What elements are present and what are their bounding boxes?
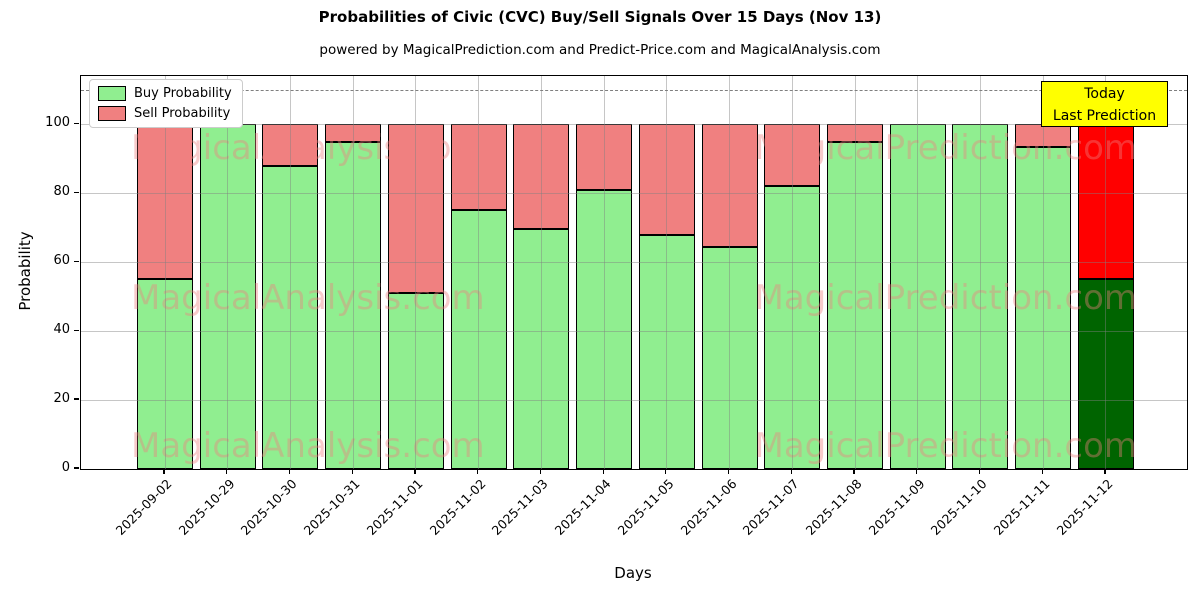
bar-segment-buy <box>387 293 444 469</box>
bar-segment-sell <box>638 124 695 235</box>
bar-segment-buy <box>450 210 507 469</box>
x-gridline <box>729 76 731 469</box>
y-tick-mark <box>74 191 79 193</box>
bar-segment-buy <box>827 141 884 469</box>
bar-segment-sell <box>576 124 633 190</box>
x-tick-mark <box>288 469 291 474</box>
today-annotation: Today Last Prediction <box>1041 81 1168 127</box>
legend: Buy Probability Sell Probability <box>89 79 243 128</box>
x-tick-mark <box>978 469 981 474</box>
y-gridline <box>81 261 1187 263</box>
x-tick-mark <box>477 469 479 474</box>
y-tick-label: 60 <box>53 253 70 269</box>
y-gridline <box>81 330 1187 332</box>
y-tick-label: 80 <box>53 184 70 200</box>
legend-label-buy: Buy Probability <box>134 86 232 101</box>
bar-segment-sell <box>387 124 444 294</box>
y-gridline <box>81 192 1187 194</box>
x-tick-mark <box>916 469 918 474</box>
bar-segment-buy <box>576 189 633 469</box>
x-gridline <box>352 76 354 469</box>
legend-label-sell: Sell Probability <box>134 106 231 121</box>
bar-segment-sell <box>701 124 758 247</box>
x-tick-mark <box>602 469 604 474</box>
x-gridline <box>791 76 793 469</box>
y-tick-label: 0 <box>61 460 70 475</box>
x-tick-mark <box>351 469 353 474</box>
chart-subtitle: powered by MagicalPrediction.com and Pre… <box>319 42 881 58</box>
bar-segment-buy <box>1015 146 1072 469</box>
x-tick-mark <box>539 469 541 474</box>
today-annotation-line2: Last Prediction <box>1052 107 1157 124</box>
bar-segment-sell <box>137 124 193 280</box>
bar-segment-buy <box>701 246 758 469</box>
legend-entry-sell: Sell Probability <box>98 106 232 121</box>
bar-segment-buy <box>325 141 382 469</box>
x-axis-label: Days <box>614 564 652 582</box>
y-tick-mark <box>74 398 79 400</box>
x-gridline <box>540 76 542 469</box>
dashed-threshold-line <box>81 89 1187 91</box>
x-gridline <box>666 76 668 469</box>
y-tick-mark <box>74 122 79 124</box>
bar-segment-sell <box>450 124 507 211</box>
x-tick-mark <box>1041 469 1043 474</box>
x-gridline <box>164 76 166 469</box>
x-tick-mark <box>1104 469 1106 474</box>
x-gridline <box>854 76 856 469</box>
x-tick-mark <box>226 469 228 474</box>
bar-segment-buy <box>1077 279 1134 469</box>
y-gridline <box>81 123 1187 125</box>
x-tick-mark <box>727 469 730 474</box>
legend-entry-buy: Buy Probability <box>98 86 232 101</box>
y-tick-label: 20 <box>53 391 70 407</box>
bar-segment-sell <box>262 124 319 166</box>
x-gridline <box>478 76 480 469</box>
bar-segment-sell <box>325 124 382 142</box>
y-tick-mark <box>74 329 79 331</box>
bar-segment-buy <box>638 234 695 469</box>
y-axis-label: Probability <box>16 231 34 311</box>
bar-segment-buy <box>764 186 821 469</box>
sell-swatch-icon <box>98 106 126 121</box>
x-tick-mark <box>665 469 667 474</box>
x-gridline <box>1042 76 1044 469</box>
x-gridline <box>979 76 981 469</box>
x-gridline <box>289 76 291 469</box>
x-gridline <box>227 76 229 469</box>
bar-segment-sell <box>827 124 884 142</box>
today-annotation-line1: Today <box>1084 86 1125 102</box>
x-tick-mark <box>790 469 792 474</box>
bar-segment-sell <box>1077 124 1134 280</box>
plot-area: Buy Probability Sell Probability Today L… <box>80 75 1188 470</box>
x-tick-mark <box>853 469 855 474</box>
bar-segment-buy <box>137 279 193 469</box>
x-tick-mark <box>163 469 165 474</box>
bar-segment-sell <box>764 124 821 187</box>
x-gridline <box>415 76 417 469</box>
y-gridline <box>81 399 1187 401</box>
x-gridline <box>603 76 605 469</box>
x-gridline <box>1105 76 1107 469</box>
y-tick-mark <box>74 260 79 262</box>
x-gridline <box>917 76 919 469</box>
y-tick-mark <box>74 467 79 469</box>
chart-title: Probabilities of Civic (CVC) Buy/Sell Si… <box>318 8 882 26</box>
y-tick-label: 100 <box>45 115 70 131</box>
x-tick-mark <box>414 469 416 474</box>
bar-segment-buy <box>952 124 1009 469</box>
bar-segment-buy <box>513 229 570 469</box>
bar-segment-sell <box>513 124 570 230</box>
bar-segment-buy <box>262 165 319 469</box>
y-tick-label: 40 <box>53 322 70 338</box>
buy-swatch-icon <box>98 86 126 101</box>
bar-segment-buy <box>199 124 256 469</box>
bar-segment-buy <box>889 124 946 469</box>
